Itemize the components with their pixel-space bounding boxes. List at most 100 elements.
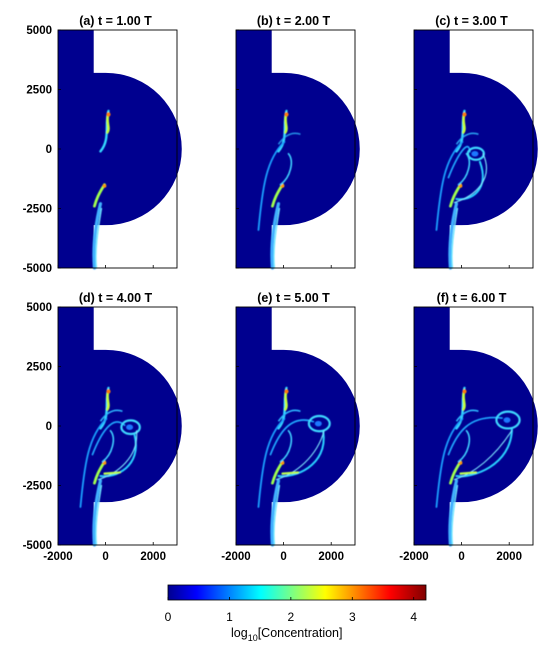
panel-title: (f) t = 6.00 T (437, 291, 507, 305)
domain-fill (58, 30, 182, 268)
plume-vortex (466, 146, 485, 161)
domain-fill (58, 307, 182, 545)
plume-curl (457, 429, 471, 463)
plume-arc-thin (97, 430, 138, 481)
panel-title: (b) t = 2.00 T (257, 14, 331, 28)
plume (92, 109, 111, 270)
colorbar-label-main: log (231, 626, 248, 640)
x-tick-label: 0 (102, 551, 108, 563)
plume-jet-core (273, 207, 281, 269)
plume-arc-thin (453, 153, 487, 204)
y-tick-label: 0 (46, 421, 52, 433)
x-tick-label: 2000 (318, 551, 344, 563)
plume-hotspot (284, 112, 289, 117)
plume-vortex (120, 419, 141, 436)
plume-arc-outer (455, 427, 514, 478)
domain-fill (414, 30, 538, 268)
plume-jet-core (451, 484, 459, 546)
panel-3: (c) t = 3.00 T (413, 14, 538, 270)
domain-fill (414, 307, 538, 545)
y-tick-label: 5000 (26, 302, 52, 314)
plume-stream (79, 417, 108, 508)
plume-arc-inner (269, 419, 315, 456)
x-tick-label: -2000 (221, 551, 250, 563)
plume (257, 386, 331, 547)
panel-4: (d) t = 4.00 T 5000 2500 0 -2500 -5000-2000 0 2… (23, 291, 182, 563)
plume-stream (257, 417, 286, 508)
x-tick-label: -2000 (399, 551, 428, 563)
plume-hotspot-lower (280, 460, 285, 465)
plume-stream (435, 140, 464, 231)
colorbar-ticks: 0 1 2 3 4 (165, 597, 417, 624)
x-tick-label: 0 (280, 551, 286, 563)
plume-eddy (455, 409, 479, 422)
plume-vortex (307, 414, 331, 433)
colorbar-tick-label: 2 (288, 610, 295, 624)
colorbar-gradient (167, 584, 427, 601)
plume-hotspot-lower (280, 183, 285, 188)
plume-vortex (495, 410, 521, 430)
plume-arc-thin (453, 430, 513, 481)
plume-stream (257, 140, 286, 231)
plume-curl (101, 429, 115, 463)
x-tick-label: 2000 (496, 551, 522, 563)
plume-jet (448, 479, 459, 547)
y-tick-label: -5000 (23, 540, 52, 552)
plume-jet (448, 202, 459, 270)
plume-jet (270, 202, 281, 270)
plume-jet-core (95, 207, 103, 269)
plume-hotspot-lower (458, 460, 463, 465)
plume-hotspot (106, 112, 111, 117)
plume-arc-thin (275, 430, 325, 481)
plume-eddy (277, 409, 301, 422)
panel-6: (f) t = 6.00 T -2000 0 2000 (399, 291, 538, 563)
plume-stream (435, 417, 464, 508)
plume-hotspot (106, 389, 111, 394)
y-tick-label: -5000 (23, 263, 52, 275)
y-tick-label: 0 (46, 144, 52, 156)
plume-jet-core (451, 207, 459, 269)
y-tick-label: 2500 (26, 362, 52, 374)
plume-hotspot-lower (458, 183, 463, 188)
panels-group: (a) t = 1.00 T 5000 2500 0 -2500 -5000 (b) t =… (23, 14, 538, 563)
panel-1: (a) t = 1.00 T 5000 2500 0 -2500 -5000 (23, 14, 182, 275)
plume-arc-outer (455, 160, 484, 201)
colorbar-tick-label: 4 (410, 610, 417, 624)
panel-title: (d) t = 4.00 T (79, 291, 153, 305)
plume-jet-core (273, 484, 281, 546)
domain-fill (236, 30, 360, 268)
plume-hotspot-lower (102, 183, 107, 188)
panel-5: (e) t = 5.00 T -2000 0 2000 (221, 291, 360, 563)
colorbar-label-rest: [Concentration] (258, 626, 343, 640)
plume-curl (279, 152, 293, 186)
plume-eddy (455, 132, 479, 145)
plume-vortex-core (471, 150, 479, 157)
panel-title: (e) t = 5.00 T (257, 291, 330, 305)
plume-vortex-core (503, 417, 511, 423)
colorbar-label-sub: 10 (248, 633, 258, 643)
y-tick-label: 2500 (26, 85, 52, 97)
domain-fill (236, 307, 360, 545)
plume-arc-outer (277, 430, 325, 478)
plume (435, 109, 487, 270)
plume-curl (279, 429, 293, 463)
plume-vortex-core (126, 424, 134, 430)
plume-front (281, 471, 299, 475)
plume-jet (92, 202, 103, 270)
colorbar-tick-label: 3 (349, 610, 356, 624)
plume (79, 386, 141, 547)
plume-vortex-core (314, 420, 322, 427)
plume-front (103, 471, 121, 475)
panel-title: (c) t = 3.00 T (435, 14, 508, 28)
colorbar: 0 1 2 3 4 log10[Concentration] (165, 584, 427, 643)
panel-title: (a) t = 1.00 T (79, 14, 152, 28)
plume-eddy (277, 132, 301, 145)
y-tick-label: -2500 (23, 481, 52, 493)
plume-arc-inner (447, 416, 503, 456)
y-tick-label: 5000 (26, 25, 52, 37)
colorbar-tick-label: 0 (165, 610, 172, 624)
plume-hotspot (284, 389, 289, 394)
x-tick-label: 0 (458, 551, 464, 563)
plume-front (459, 471, 477, 475)
